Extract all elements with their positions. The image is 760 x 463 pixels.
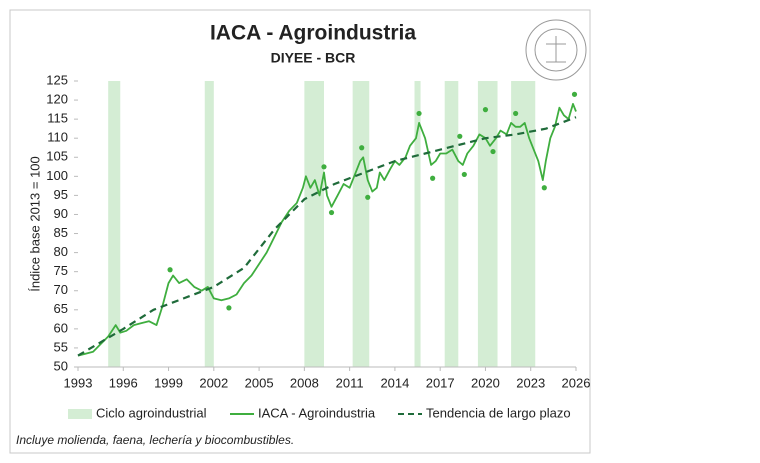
trend-line bbox=[77, 116, 577, 357]
point bbox=[226, 305, 232, 311]
y-tick-label: 65 bbox=[54, 301, 68, 316]
y-tick-label: 70 bbox=[54, 282, 68, 297]
y-axis-label: Índice base 2013 = 100 bbox=[27, 156, 42, 292]
y-tick-label: 75 bbox=[54, 263, 68, 278]
point bbox=[167, 267, 173, 273]
cycle-band bbox=[304, 81, 324, 367]
point bbox=[541, 185, 547, 191]
legend-label: Tendencia de largo plazo bbox=[426, 405, 571, 420]
cycle-band bbox=[511, 81, 536, 367]
y-tick-label: 90 bbox=[54, 206, 68, 221]
x-tick-label: 1996 bbox=[109, 375, 138, 390]
x-tick-label: 2026 bbox=[562, 375, 591, 390]
point bbox=[571, 91, 578, 97]
index-line bbox=[77, 103, 577, 357]
cycle-band bbox=[477, 81, 498, 367]
y-tick-label: 100 bbox=[46, 168, 68, 183]
y-tick-label: 125 bbox=[46, 72, 68, 87]
point bbox=[430, 175, 436, 181]
chart-title: IACA - Agroindustria bbox=[210, 22, 416, 45]
x-tick-label: 2014 bbox=[380, 375, 409, 390]
x-tick-label: 2011 bbox=[336, 375, 364, 390]
y-tick-label: 120 bbox=[46, 92, 68, 107]
point bbox=[513, 110, 519, 117]
point bbox=[321, 164, 327, 170]
point bbox=[461, 171, 467, 178]
x-tick-label: 2023 bbox=[516, 375, 545, 390]
x-tick-label: 1993 bbox=[64, 375, 93, 390]
y-tick-label: 115 bbox=[47, 111, 68, 126]
point bbox=[416, 110, 422, 117]
cycle-band bbox=[108, 81, 121, 367]
legend-label: IACA - Agroindustria bbox=[258, 405, 376, 420]
y-tick-label: 80 bbox=[54, 244, 68, 259]
cycle-band bbox=[352, 81, 370, 367]
cycle-band bbox=[204, 81, 214, 367]
chart-subtitle: DIYEE - BCR bbox=[271, 50, 356, 66]
legend-label: Ciclo agroindustrial bbox=[96, 405, 207, 420]
legend-swatch bbox=[68, 409, 92, 419]
logo bbox=[525, 19, 587, 81]
x-tick-label: 2002 bbox=[199, 375, 228, 390]
cycle-band bbox=[444, 81, 459, 367]
y-tick-label: 50 bbox=[54, 358, 68, 373]
point bbox=[482, 107, 489, 113]
y-tick-label: 85 bbox=[54, 225, 68, 240]
point bbox=[365, 194, 371, 200]
x-tick-label: 2017 bbox=[426, 375, 455, 390]
point bbox=[490, 148, 496, 155]
x-tick-label: 2005 bbox=[245, 375, 274, 390]
y-tick-label: 110 bbox=[47, 130, 68, 145]
x-tick-label: 2008 bbox=[290, 375, 319, 390]
y-tick-label: 60 bbox=[54, 320, 68, 335]
point bbox=[328, 209, 335, 216]
point bbox=[359, 145, 365, 151]
y-tick-label: 95 bbox=[54, 187, 68, 202]
cycle-band bbox=[414, 81, 421, 367]
y-tick-label: 55 bbox=[54, 339, 68, 354]
footnote: Incluye molienda, faena, lechería y bioc… bbox=[16, 433, 294, 447]
point bbox=[457, 133, 463, 139]
x-tick-label: 1999 bbox=[154, 375, 183, 390]
x-tick-label: 2020 bbox=[471, 375, 500, 390]
y-tick-label: 105 bbox=[46, 149, 68, 164]
